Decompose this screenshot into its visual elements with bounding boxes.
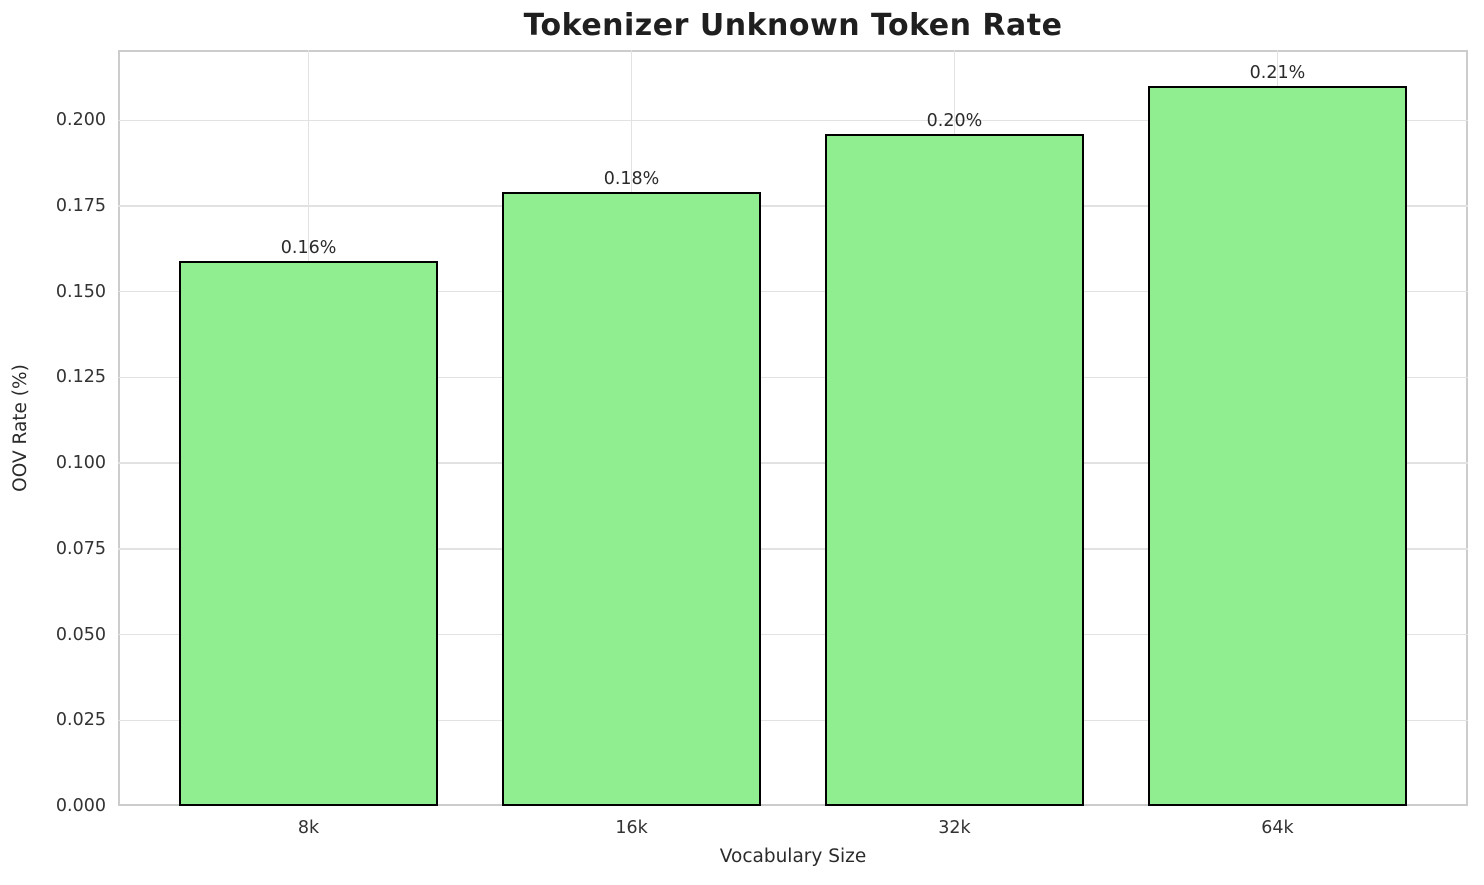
y-tick-label: 0.150 <box>55 281 106 302</box>
h-gridline <box>118 462 1468 464</box>
h-gridline <box>118 290 1468 293</box>
bar-value-label: 0.20% <box>926 111 983 131</box>
bar-value-label: 0.18% <box>603 169 660 190</box>
h-gridline <box>118 719 1468 722</box>
chart-title: Tokenizer Unknown Token Rate <box>523 8 1063 43</box>
y-tick-label: 0.175 <box>55 196 106 216</box>
bar <box>502 192 761 806</box>
y-axis-label: OOV Rate (%) <box>10 364 31 492</box>
h-gridline <box>118 376 1468 379</box>
x-tick-label: 16k <box>615 818 648 838</box>
bar <box>825 134 1084 806</box>
y-tick-label: 0.200 <box>55 110 106 131</box>
bar-value-label: 0.21% <box>1249 63 1306 83</box>
y-tick-label: 0.000 <box>55 796 106 816</box>
h-gridline <box>118 633 1468 636</box>
bar <box>1148 86 1407 806</box>
h-gridline <box>118 548 1468 550</box>
x-tick-label: 64k <box>1261 818 1294 838</box>
y-tick-label: 0.025 <box>55 710 106 731</box>
y-tick-label: 0.050 <box>55 624 106 645</box>
h-gridline <box>118 205 1468 207</box>
bar <box>179 260 438 806</box>
y-tick-label: 0.100 <box>55 453 106 474</box>
y-tick-label: 0.075 <box>55 538 106 559</box>
bar-value-label: 0.16% <box>280 237 337 258</box>
x-tick-label: 32k <box>938 818 971 838</box>
h-gridline <box>118 119 1468 122</box>
x-axis-label: Vocabulary Size <box>719 846 867 867</box>
y-tick-label: 0.125 <box>55 367 106 388</box>
x-tick-label: 8k <box>297 818 320 838</box>
